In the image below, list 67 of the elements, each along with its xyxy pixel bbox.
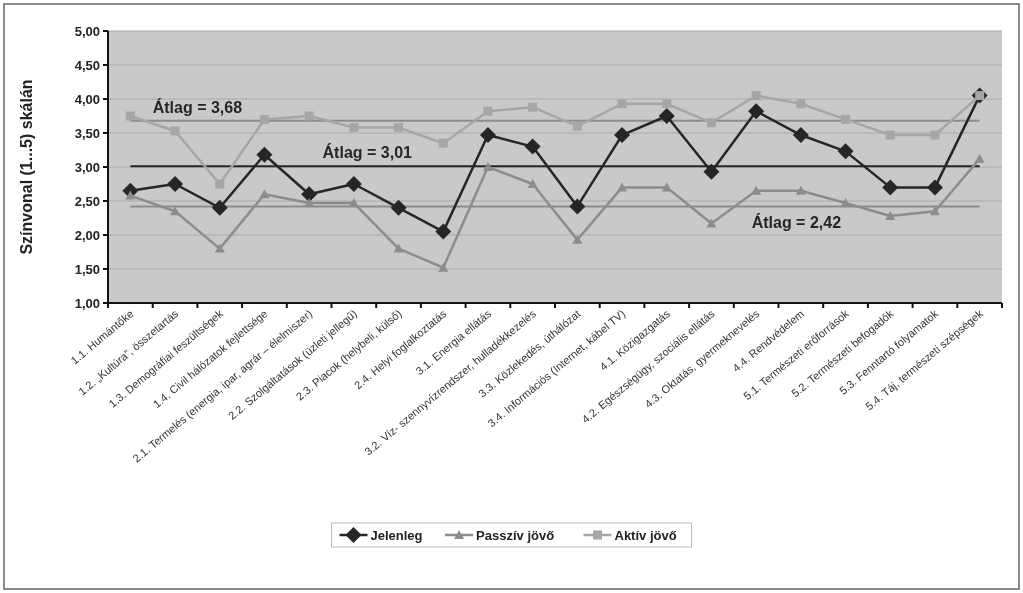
point — [885, 130, 895, 140]
point — [569, 198, 586, 215]
point — [259, 114, 269, 124]
point — [751, 91, 761, 101]
point — [215, 179, 225, 189]
y-tick-label: 2,00 — [74, 227, 100, 243]
point — [930, 130, 940, 140]
y-tick-label: 5,00 — [74, 23, 100, 39]
point — [394, 123, 404, 133]
point — [706, 118, 716, 128]
legend-label: Passzív jövő — [476, 527, 555, 543]
y-tick-label: 1,00 — [74, 295, 100, 311]
point — [483, 106, 493, 116]
point — [438, 262, 449, 272]
point — [926, 179, 943, 196]
point — [125, 111, 135, 121]
point — [662, 99, 672, 109]
point — [256, 146, 273, 163]
point — [390, 199, 407, 216]
point — [617, 182, 628, 192]
point — [393, 243, 404, 253]
point — [929, 206, 940, 216]
point — [885, 210, 896, 220]
point — [482, 162, 493, 171]
y-tick-label: 2,50 — [74, 193, 100, 209]
point — [795, 185, 806, 195]
point — [435, 223, 452, 240]
point — [572, 121, 582, 131]
point — [617, 99, 627, 109]
y-tick-label: 3,00 — [74, 159, 100, 175]
point — [837, 143, 854, 160]
y-axis-title: Színvonal (1...5) skálán — [18, 79, 35, 255]
point — [792, 127, 809, 144]
point — [349, 123, 359, 133]
point — [528, 102, 538, 112]
point — [572, 234, 583, 244]
ref-line-label: Átlag = 3,68 — [152, 97, 243, 116]
ref-line-label: Átlag = 3,01 — [322, 143, 413, 162]
point — [841, 114, 851, 124]
point — [661, 182, 672, 192]
y-tick-label: 4,00 — [74, 91, 100, 107]
y-tick-label: 3,50 — [74, 125, 100, 141]
point — [301, 186, 318, 203]
point — [214, 243, 225, 253]
legend-label: Aktív jövő — [614, 527, 677, 543]
legend-label: Jelenleg — [370, 527, 423, 543]
point — [748, 103, 765, 120]
point — [304, 111, 314, 121]
point — [125, 190, 136, 200]
ref-line-label: Átlag = 2,42 — [751, 213, 842, 232]
point — [527, 179, 538, 188]
point — [524, 138, 541, 155]
point — [974, 153, 985, 163]
point — [345, 176, 362, 192]
point — [479, 127, 496, 144]
point — [796, 99, 806, 109]
point — [703, 163, 720, 180]
point — [438, 138, 448, 148]
point — [614, 127, 631, 144]
point — [211, 199, 228, 216]
point — [658, 108, 675, 124]
point — [882, 179, 899, 196]
point — [167, 176, 184, 192]
point — [170, 126, 180, 136]
y-tick-label: 1,50 — [74, 261, 100, 277]
y-tick-label: 4,50 — [74, 57, 100, 73]
point — [259, 189, 270, 199]
